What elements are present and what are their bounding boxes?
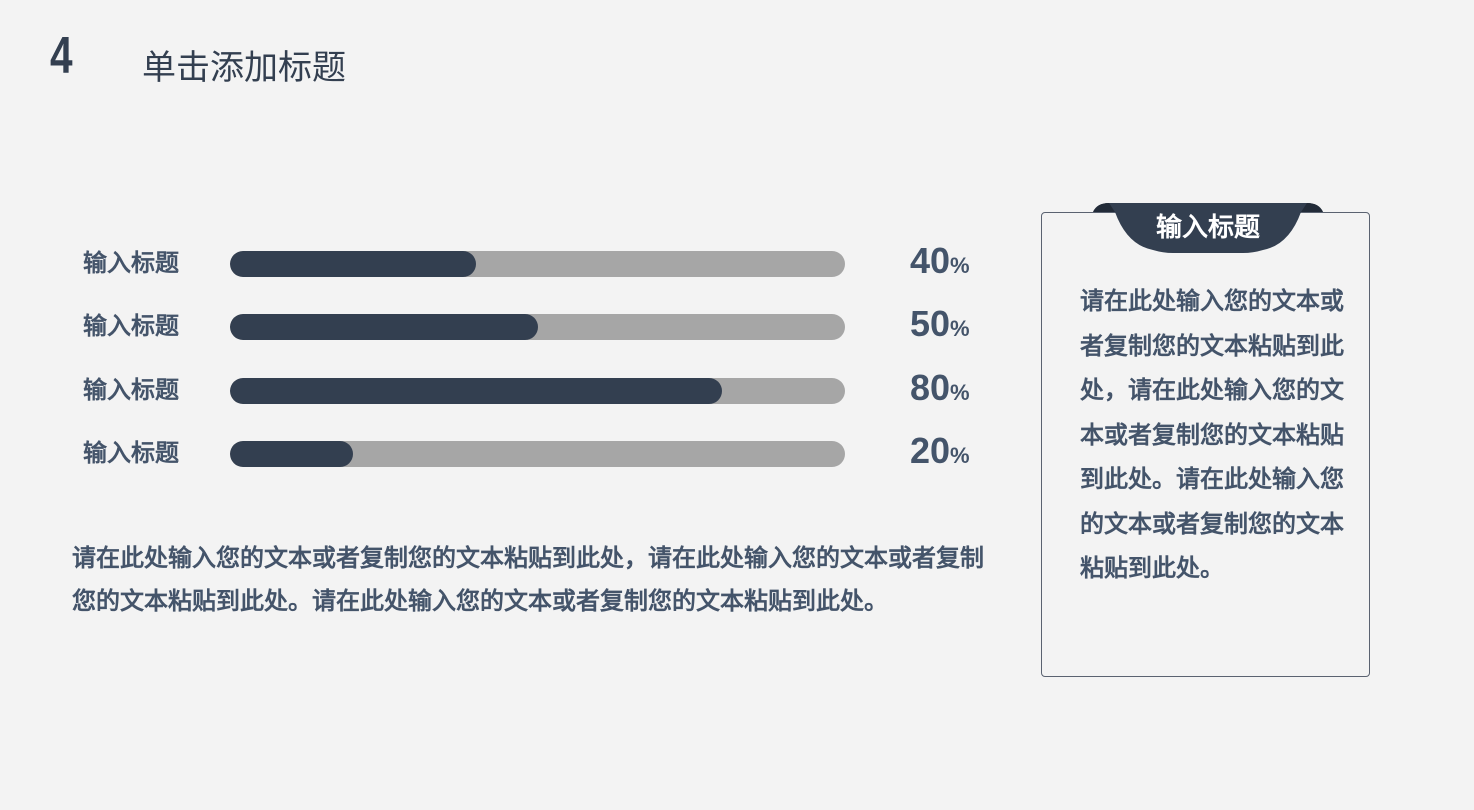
bar-label: 输入标题: [83, 249, 179, 277]
bar-row: 输入标题 20%: [0, 430, 1000, 476]
bar-row: 输入标题 40%: [0, 240, 1000, 286]
bar-track: [230, 378, 845, 404]
bar-fill: [230, 314, 538, 340]
bar-fill: [230, 251, 476, 277]
body-paragraph[interactable]: 请在此处输入您的文本或者复制您的文本粘贴到此处，请在此处输入您的文本或者复制您的…: [72, 544, 984, 615]
bar-track: [230, 314, 845, 340]
sidebox-title[interactable]: 输入标题: [1155, 213, 1260, 243]
bar-value-number: 50: [910, 303, 951, 344]
page-title[interactable]: 单击添加标题: [142, 48, 346, 88]
bar-fill: [230, 378, 722, 404]
bar-label: 输入标题: [83, 439, 179, 467]
bar-value: 20%: [910, 430, 970, 472]
section-number: 4: [50, 27, 73, 85]
bar-value-number: 20: [910, 430, 951, 471]
bar-value: 80%: [910, 367, 970, 409]
sidebox-title-tab: [1093, 203, 1323, 253]
bar-track: [230, 251, 845, 277]
bar-value-number: 80: [910, 367, 951, 408]
sidebox-body[interactable]: 请在此处输入您的文本或者复制您的文本粘贴到此处，请在此处输入您的文本或者复制您的…: [1080, 287, 1344, 582]
bar-value: 50%: [910, 303, 970, 345]
bar-value-unit: %: [950, 380, 970, 405]
bar-value-number: 40: [910, 240, 951, 281]
bar-label: 输入标题: [83, 376, 179, 404]
bar-fill: [230, 441, 353, 467]
bar-label: 输入标题: [83, 312, 179, 340]
bar-value-unit: %: [950, 443, 970, 468]
bar-value: 40%: [910, 240, 970, 282]
bar-value-unit: %: [950, 316, 970, 341]
bar-value-unit: %: [950, 253, 970, 278]
bar-row: 输入标题 50%: [0, 303, 1000, 349]
bar-track: [230, 441, 845, 467]
bar-row: 输入标题 80%: [0, 367, 1000, 413]
